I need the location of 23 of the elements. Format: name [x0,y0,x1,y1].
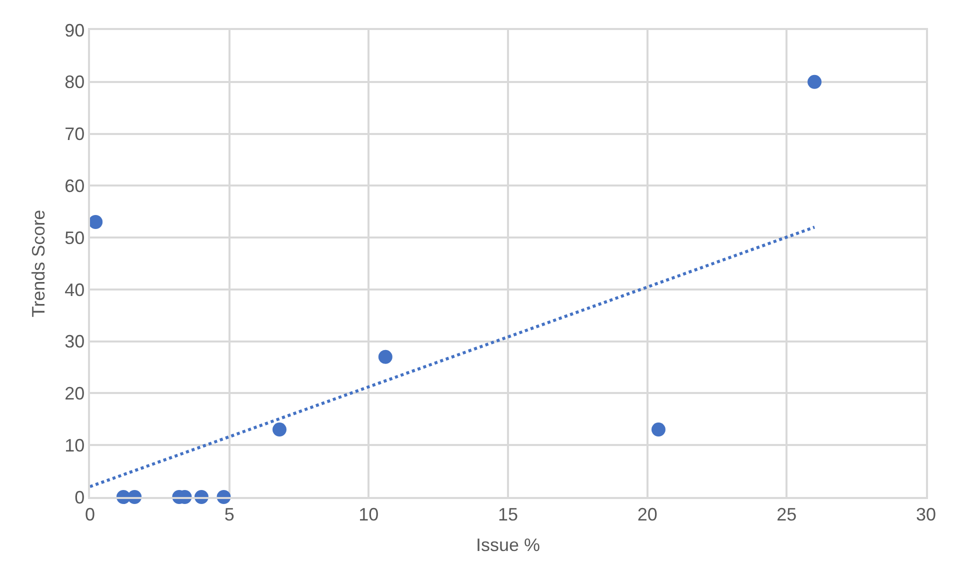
x-tick-label: 5 [224,504,234,524]
x-tick-label: 30 [916,504,936,524]
y-tick-label: 70 [64,124,85,144]
y-tick-label: 30 [64,332,85,352]
y-axis-title: Trends Score [28,210,48,318]
point [272,422,286,437]
y-tick-label: 0 [74,487,85,508]
point [88,214,103,229]
y-tick-label: 60 [64,176,85,196]
point [651,422,666,437]
y-tick-label: 40 [64,280,85,300]
y-tick-label: 20 [64,384,85,404]
y-tick-label: 10 [64,435,85,456]
y-tick-label: 80 [64,72,85,92]
point [808,74,822,89]
y-tick-label: 50 [64,228,85,248]
point [378,350,392,364]
x-axis-title: Issue % [476,534,540,555]
y-tick-label: 90 [64,20,85,40]
x-tick-label: 15 [498,504,518,524]
x-tick-label: 25 [776,504,797,524]
x-tick-label: 10 [358,504,379,524]
x-tick-label: 20 [637,504,658,524]
